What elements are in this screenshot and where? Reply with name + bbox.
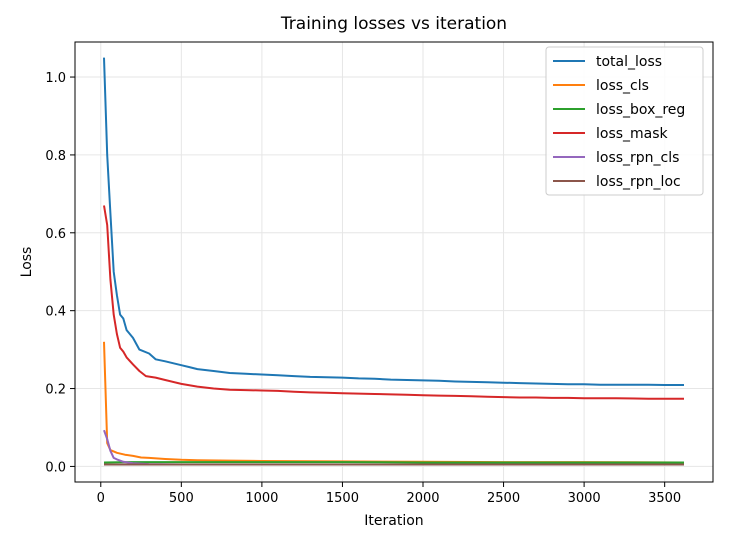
legend-label: loss_rpn_loc	[596, 174, 681, 190]
series-group	[103, 57, 685, 466]
chart-title: Training losses vs iteration	[280, 14, 507, 34]
x-tick-label: 3500	[648, 491, 681, 506]
x-tick-label: 1500	[326, 491, 359, 506]
series-line-loss-mask	[103, 205, 684, 400]
y-tick-label: 1.0	[45, 71, 66, 86]
y-axis: 0.0 0.2 0.4 0.6 0.8 1.0	[45, 71, 75, 475]
legend-label: loss_cls	[596, 78, 649, 94]
legend-label: loss_box_reg	[596, 102, 685, 118]
x-tick-label: 2000	[406, 491, 439, 506]
x-tick-label: 500	[169, 491, 194, 506]
plot-frame	[74, 41, 714, 483]
y-axis-label: Loss	[19, 247, 35, 278]
legend: total_loss loss_cls loss_box_reg loss_maskl…	[545, 46, 704, 196]
x-tick-label: 2500	[487, 491, 520, 506]
legend-label: loss_mask	[596, 126, 669, 142]
x-axis: 0 500 1000 1500 2000 2500 3000 3500	[97, 482, 681, 506]
series-line-total-loss	[103, 57, 684, 386]
legend-label: loss_rpn_cls	[596, 150, 679, 166]
x-tick-label: 3000	[568, 491, 601, 506]
y-tick-label: 0.0	[45, 460, 66, 475]
legend-label: total_loss	[596, 54, 662, 70]
x-axis-label: Iteration	[364, 513, 423, 529]
y-tick-label: 0.4	[45, 305, 66, 320]
x-tick-label: 0	[97, 491, 105, 506]
legend-box	[545, 46, 704, 196]
y-tick-label: 0.2	[45, 383, 66, 398]
y-tick-label: 0.8	[45, 149, 66, 164]
y-tick-label: 0.6	[45, 227, 66, 242]
x-tick-label: 1000	[245, 491, 278, 506]
series-line-loss-cls	[103, 341, 685, 464]
